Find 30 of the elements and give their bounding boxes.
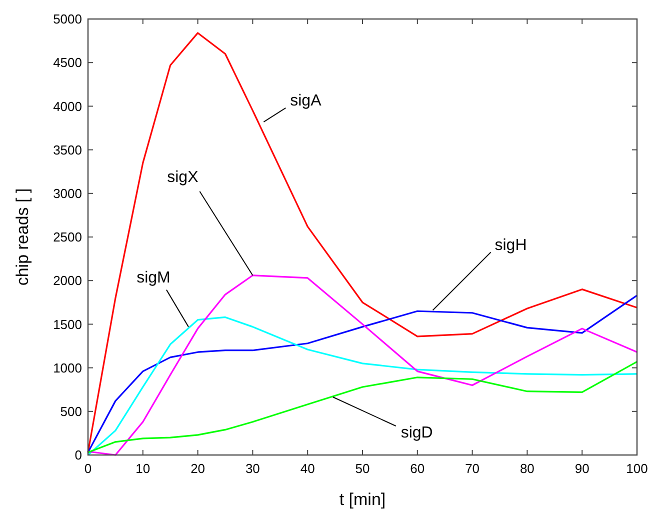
x-tick-label: 50 (355, 461, 370, 476)
text: sigX (167, 168, 199, 186)
y-tick-label: 4500 (53, 55, 82, 70)
y-tick-label: 2000 (53, 273, 82, 288)
y-tick-label: 1500 (53, 316, 82, 332)
x-tick-label: 0 (84, 461, 92, 476)
line-series (87, 360, 638, 454)
y-axis-title: chip reads [ ] (13, 188, 32, 286)
x-tick-label: 10 (136, 461, 150, 476)
x-tick-label: 20 (190, 461, 206, 476)
y-tick-label: 2500 (53, 230, 82, 245)
x-tick-label: 40 (300, 461, 315, 476)
x-tick-label: 30 (245, 461, 260, 476)
y-tick-label: 3000 (53, 186, 82, 201)
y-tick-label: 500 (60, 404, 82, 419)
y-tick-label: 5000 (53, 12, 82, 27)
text: sigA (290, 92, 322, 110)
x-tick-label: 70 (465, 461, 480, 476)
text: sigH (494, 236, 527, 254)
x-tick-label: 80 (520, 461, 534, 476)
x-tick-label: 90 (574, 461, 590, 476)
y-tick-label: 3500 (53, 142, 82, 158)
text: sigD (400, 424, 433, 442)
x-tick-label: 60 (410, 461, 425, 476)
y-tick-label: 0 (74, 448, 82, 463)
x-tick-label: 100 (626, 461, 648, 476)
y-tick-label: 1000 (53, 360, 82, 376)
y-tick-label: 4000 (53, 98, 82, 114)
text: sigM (136, 269, 170, 286)
x-axis-title: t [min] (339, 490, 386, 509)
